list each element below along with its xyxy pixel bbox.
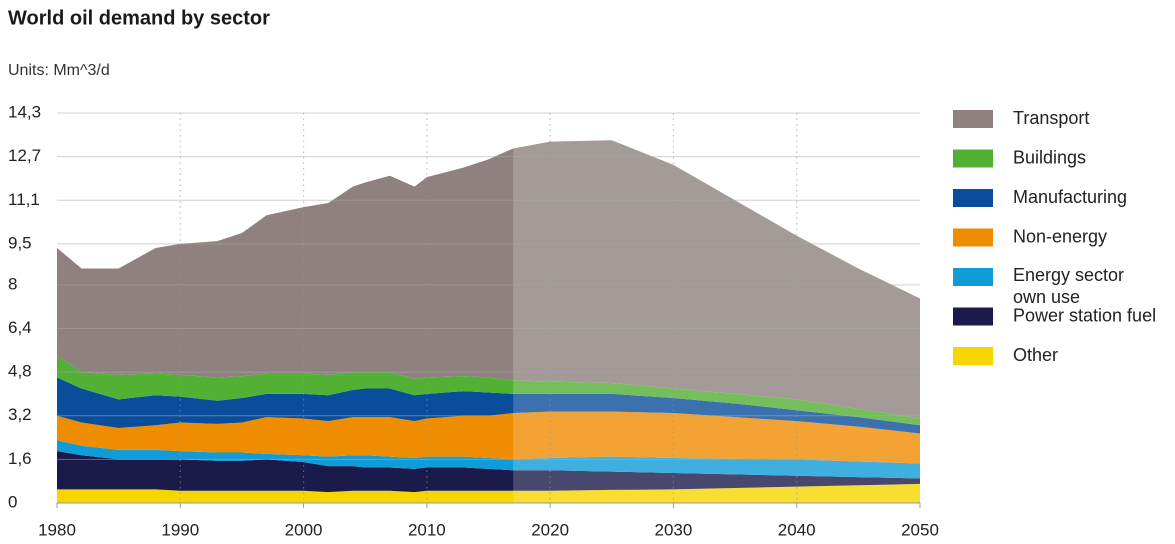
y-tick-label: 6,4 xyxy=(8,318,32,337)
x-tick-label: 2040 xyxy=(778,520,816,539)
y-tick-label: 12,7 xyxy=(8,146,41,165)
y-tick-label: 9,5 xyxy=(8,233,32,252)
x-tick-label: 1980 xyxy=(38,520,76,539)
area xyxy=(57,140,920,419)
legend-label: Transport xyxy=(1013,108,1089,128)
legend-swatch xyxy=(953,110,993,128)
y-tick-label: 1,6 xyxy=(8,449,32,468)
legend-label: Other xyxy=(1013,345,1058,365)
y-tick-label: 4,8 xyxy=(8,362,32,381)
y-tick-label: 14,3 xyxy=(8,102,41,121)
y-tick-label: 0 xyxy=(8,492,17,511)
area xyxy=(57,451,920,493)
legend-label: Buildings xyxy=(1013,147,1086,167)
x-tick-label: 1990 xyxy=(161,520,199,539)
x-tick-label: 2030 xyxy=(655,520,693,539)
legend-swatch xyxy=(953,228,993,247)
legend-swatch xyxy=(953,347,993,365)
y-tick-label: 8 xyxy=(8,274,17,293)
legend-swatch xyxy=(953,268,993,286)
legend-label: Power station fuel xyxy=(1013,305,1156,325)
chart-title: World oil demand by sector xyxy=(8,7,270,29)
units-label: Units: Mm^3/d xyxy=(8,62,110,79)
legend-swatch xyxy=(953,307,993,326)
x-tick-label: 2010 xyxy=(408,520,446,539)
x-tick-label: 2000 xyxy=(285,520,323,539)
legend-label: Energy sector own use xyxy=(1013,265,1124,307)
x-tick-label: 2020 xyxy=(531,520,569,539)
legend-label: Manufacturing xyxy=(1013,187,1127,207)
y-tick-label: 3,2 xyxy=(8,405,32,424)
area xyxy=(57,355,920,426)
area xyxy=(57,483,920,503)
area xyxy=(57,411,920,464)
legend-swatch xyxy=(953,149,993,168)
x-tick-label: 2050 xyxy=(901,520,939,539)
legend-label: Non-energy xyxy=(1013,226,1107,246)
forecast-shade xyxy=(513,113,920,503)
legend-swatch xyxy=(953,189,993,207)
y-tick-label: 11,1 xyxy=(8,190,40,209)
area xyxy=(57,377,920,434)
